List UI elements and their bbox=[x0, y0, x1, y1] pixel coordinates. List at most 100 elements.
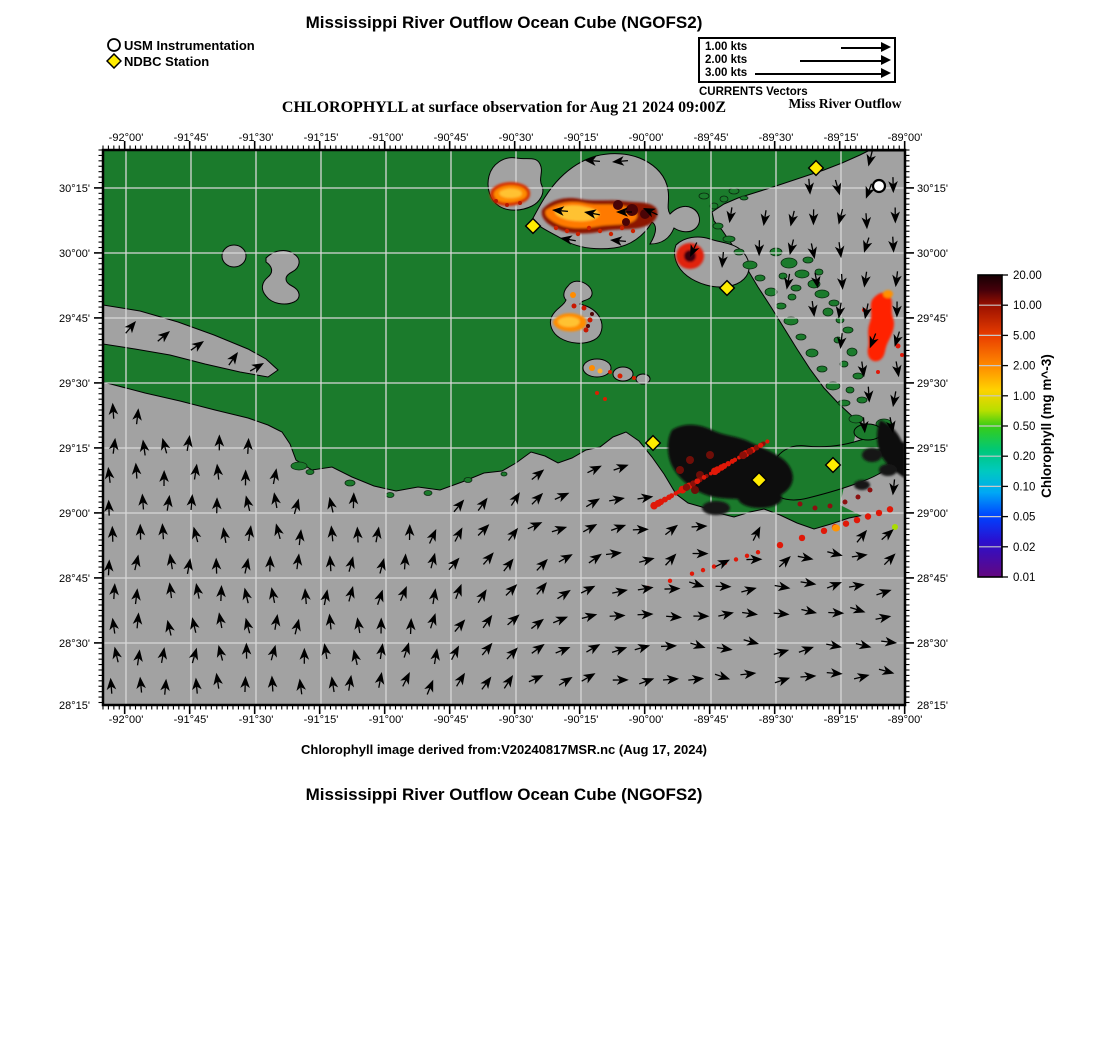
y-axis-tick-label: 30°00' bbox=[59, 248, 90, 260]
x-axis-tick-label: -90°00' bbox=[629, 132, 664, 144]
bottom-title: Mississippi River Outflow Ocean Cube (NG… bbox=[305, 785, 703, 804]
y-axis-tick-label: 29°30' bbox=[59, 378, 90, 390]
x-axis-tick-label: -91°15' bbox=[304, 132, 339, 144]
axis-labels: -92°00' -92°00' -91°45' -91°45' -91°30' -91°3… bbox=[59, 132, 948, 726]
vector-key-row: 2.00 kts bbox=[700, 54, 894, 67]
x-axis-tick-label: -90°15' bbox=[564, 132, 599, 144]
y-axis-tick-label: 29°30' bbox=[917, 378, 948, 390]
y-axis-tick-label: 28°30' bbox=[59, 638, 90, 650]
y-axis-tick-label: 28°15' bbox=[917, 700, 948, 712]
y-axis-tick-label: 29°00' bbox=[59, 508, 90, 520]
ndbc-station-marker bbox=[644, 434, 662, 452]
source-caption: Chlorophyll image derived from:V20240817… bbox=[300, 742, 708, 757]
x-axis-tick-label: -91°00' bbox=[369, 132, 404, 144]
ndbc-station-marker bbox=[750, 471, 768, 489]
colorbar-title: Chlorophyll (mg m^-3) bbox=[1039, 354, 1054, 498]
legend-ndbc-label: NDBC Station bbox=[124, 53, 210, 69]
y-axis-tick-label: 29°00' bbox=[917, 508, 948, 520]
vector-key-row: 3.00 kts bbox=[700, 67, 894, 80]
colorbar-tick-label: 0.50 bbox=[1013, 421, 1035, 433]
colorbar-tick-label: 1.00 bbox=[1013, 391, 1035, 403]
x-axis-tick-label: -89°30' bbox=[759, 714, 794, 726]
y-axis-tick-label: 28°15' bbox=[59, 700, 90, 712]
arrow-head-icon bbox=[881, 42, 891, 52]
legend-row-usm: USM Instrumentation bbox=[106, 37, 255, 53]
arrow-head-icon bbox=[881, 68, 891, 78]
x-axis-tick-label: -90°45' bbox=[434, 132, 469, 144]
legend-row-ndbc: NDBC Station bbox=[106, 53, 255, 69]
x-axis-tick-label: -91°45' bbox=[174, 714, 209, 726]
ndbc-station-marker bbox=[524, 217, 542, 235]
x-axis-tick-label: -90°45' bbox=[434, 714, 469, 726]
y-axis-tick-label: 30°15' bbox=[917, 183, 948, 195]
colorbar-tick-label: 2.00 bbox=[1013, 361, 1035, 373]
colorbar-tick-label: 20.00 bbox=[1013, 270, 1042, 282]
x-axis-tick-label: -91°30' bbox=[239, 132, 274, 144]
x-axis-tick-label: -91°15' bbox=[304, 714, 339, 726]
arrow-head-icon bbox=[881, 55, 891, 65]
station-markers bbox=[524, 159, 887, 489]
x-axis-tick-label: -90°30' bbox=[499, 132, 534, 144]
vector-key-label: 2.00 kts bbox=[705, 54, 748, 66]
x-axis-tick-label: -92°00' bbox=[109, 714, 144, 726]
gulf-water bbox=[103, 381, 905, 705]
colorbar: 20.00 10.00 5.00 2.00 1.00 0.50 0.20 0.10 0.05 0.… bbox=[977, 270, 1054, 584]
x-axis-tick-label: -89°15' bbox=[824, 132, 859, 144]
x-axis-tick-label: -90°15' bbox=[564, 714, 599, 726]
x-axis-tick-label: -92°00' bbox=[109, 132, 144, 144]
colorbar-tick-label: 0.10 bbox=[1013, 481, 1035, 493]
y-axis-tick-label: 29°15' bbox=[59, 443, 90, 455]
x-axis-tick-label: -91°45' bbox=[174, 132, 209, 144]
map-legend: USM Instrumentation NDBC Station bbox=[106, 37, 255, 69]
currents-vector-key: 1.00 kts 2.00 kts 3.00 kts bbox=[698, 37, 896, 83]
x-axis-tick-label: -89°00' bbox=[888, 132, 923, 144]
x-axis-tick-label: -89°45' bbox=[694, 714, 729, 726]
y-axis-tick-label: 29°15' bbox=[917, 443, 948, 455]
y-axis-tick-label: 28°45' bbox=[59, 573, 90, 585]
lake-swirl bbox=[261, 250, 300, 305]
x-axis-tick-label: -89°15' bbox=[824, 714, 859, 726]
colorbar-tick-label: 0.05 bbox=[1013, 512, 1035, 524]
colorbar-tick-label: 0.20 bbox=[1013, 451, 1035, 463]
x-axis-tick-label: -90°30' bbox=[499, 714, 534, 726]
y-axis-tick-label: 30°15' bbox=[59, 183, 90, 195]
vector-key-caption: CURRENTS Vectors bbox=[699, 86, 808, 98]
y-axis-tick-label: 28°30' bbox=[917, 638, 948, 650]
colorbar-tick-label: 5.00 bbox=[1013, 330, 1035, 342]
vector-key-row: 1.00 kts bbox=[700, 41, 894, 54]
colorbar-tick-label: 0.01 bbox=[1013, 572, 1035, 584]
map-gridlines bbox=[103, 150, 905, 705]
colorbar-tick-label: 10.00 bbox=[1013, 300, 1042, 312]
ndbc-station-marker bbox=[807, 159, 825, 177]
ndbc-diamond-icon bbox=[106, 53, 122, 69]
plot-subtitle: CHLOROPHYLL at surface observation for A… bbox=[281, 99, 727, 116]
y-axis-tick-label: 30°00' bbox=[917, 248, 948, 260]
small-lake bbox=[582, 358, 612, 378]
y-axis-tick-label: 29°45' bbox=[917, 313, 948, 325]
axis-ticks bbox=[94, 141, 914, 714]
x-axis-tick-label: -89°30' bbox=[759, 132, 794, 144]
usm-station-marker bbox=[871, 178, 887, 194]
x-axis-tick-label: -91°00' bbox=[369, 714, 404, 726]
legend-usm-label: USM Instrumentation bbox=[124, 37, 255, 53]
x-axis-tick-label: -89°45' bbox=[694, 132, 729, 144]
region-annotation: Miss River Outflow bbox=[788, 96, 902, 111]
map-area bbox=[103, 150, 905, 705]
x-axis-tick-label: -91°30' bbox=[239, 714, 274, 726]
vector-key-label: 1.00 kts bbox=[705, 41, 748, 53]
ndbc-station-marker bbox=[824, 456, 842, 474]
page-title: Mississippi River Outflow Ocean Cube (NG… bbox=[305, 13, 703, 32]
current-vector-arrows bbox=[103, 150, 903, 695]
colorbar-tick-label: 0.02 bbox=[1013, 542, 1035, 554]
small-lake bbox=[612, 366, 634, 382]
lake-west bbox=[221, 244, 247, 268]
x-axis-tick-label: -89°00' bbox=[888, 714, 923, 726]
vector-key-label: 3.00 kts bbox=[705, 67, 748, 79]
y-axis-tick-label: 29°45' bbox=[59, 313, 90, 325]
x-axis-tick-label: -90°00' bbox=[629, 714, 664, 726]
usm-circle-icon bbox=[107, 38, 121, 52]
y-axis-tick-label: 28°45' bbox=[917, 573, 948, 585]
ndbc-station-marker bbox=[718, 279, 736, 297]
